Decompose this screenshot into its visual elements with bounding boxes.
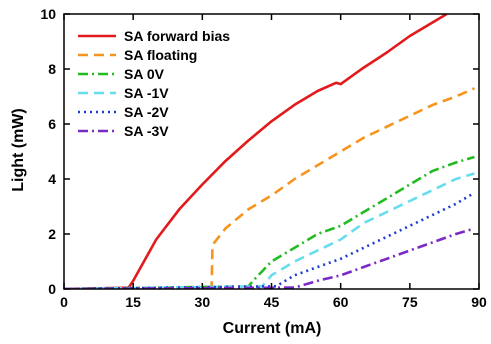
y-axis-title: Light (mW)	[10, 108, 27, 192]
series-line-1	[64, 87, 475, 289]
series-line-4	[64, 191, 476, 289]
y-tick-label: 2	[48, 226, 56, 242]
x-tick-label: 0	[60, 294, 68, 310]
y-tick-label: 6	[48, 116, 56, 132]
x-tick-label: 30	[195, 294, 211, 310]
legend-label-3: SA -1V	[124, 85, 169, 101]
x-tick-label: 45	[264, 294, 280, 310]
series-line-5	[64, 227, 475, 289]
x-tick-label: 90	[471, 294, 487, 310]
legend: SA forward bias SA floating SA 0V SA -1V SA …	[78, 28, 230, 139]
series-layer	[64, 14, 476, 289]
y-tick-label: 10	[40, 6, 56, 22]
legend-label-4: SA -2V	[124, 104, 169, 120]
legend-label-2: SA 0V	[124, 66, 165, 82]
y-tick-label: 4	[48, 171, 56, 187]
legend-label-5: SA -3V	[124, 123, 169, 139]
y-tick-label: 0	[48, 281, 56, 297]
x-axis-title: Current (mA)	[223, 320, 322, 337]
y-tick-label: 8	[48, 61, 56, 77]
x-tick-label: 15	[125, 294, 141, 310]
legend-label-1: SA floating	[124, 47, 197, 63]
series-line-3	[64, 172, 475, 289]
series-line-2	[64, 155, 475, 289]
legend-label-0: SA forward bias	[124, 28, 230, 44]
x-tick-label: 75	[402, 294, 418, 310]
axes: 0 15 30 45 60 75 90 0 2 4 6 8 10	[40, 6, 487, 310]
x-tick-label: 60	[333, 294, 349, 310]
series-line-0	[64, 14, 448, 289]
